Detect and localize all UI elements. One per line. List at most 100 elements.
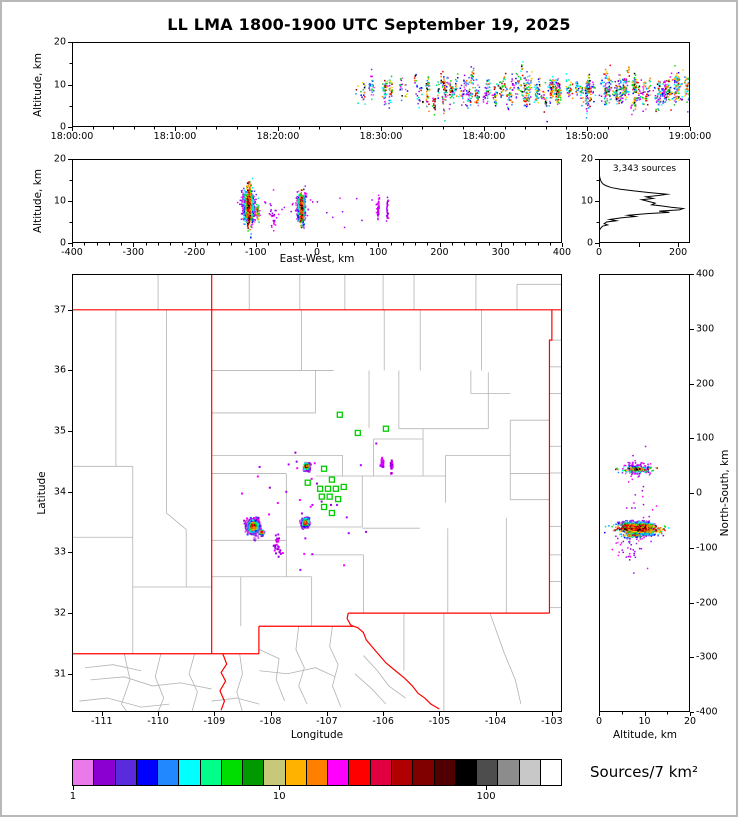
colorbar-segment — [178, 760, 200, 785]
y-tick-label: 20 — [580, 153, 593, 165]
y-tick-label: -400 — [696, 706, 718, 718]
colorbar-tick-label: 1 — [69, 791, 77, 802]
x-tick-label: 200 — [669, 247, 688, 258]
colorbar-segment — [263, 760, 285, 785]
x-tick-label: -300 — [122, 247, 145, 258]
y-tick-label: 0 — [586, 237, 593, 249]
x-tick-label: 18:20:00 — [256, 131, 300, 142]
y-tick-label: 200 — [696, 377, 715, 389]
x-tick-label: 0 — [595, 247, 603, 258]
colorbar-tick-mark — [486, 786, 488, 790]
y-tick-label: 0 — [59, 237, 66, 249]
x-tick-label: 18:50:00 — [565, 131, 609, 142]
x-tick-label: -105 — [428, 716, 451, 727]
colorbar-segment — [305, 760, 328, 785]
panel-ns-canvas — [587, 262, 702, 724]
x-tick-label: 10 — [638, 716, 651, 727]
y-tick-label: 400 — [696, 268, 715, 280]
y-tick-label: 300 — [696, 323, 715, 334]
colorbar-segment — [348, 760, 370, 785]
x-tick-label: 20 — [683, 716, 697, 727]
y-tick-label: 35 — [53, 425, 66, 437]
colorbar-segment — [369, 760, 391, 785]
colorbar-segment — [518, 760, 540, 785]
colorbar-segment — [157, 760, 179, 785]
y-tick-label: -100 — [696, 542, 718, 553]
x-tick-label: 400 — [552, 247, 572, 258]
colorbar-tick-mark — [72, 786, 74, 790]
colorbar-segment — [497, 760, 519, 785]
x-tick-label: -108 — [259, 716, 282, 727]
y-tick-label: 32 — [53, 607, 66, 619]
x-tick-label: 0 — [595, 716, 603, 727]
y-tick-label: 37 — [53, 304, 66, 316]
colorbar-segment — [539, 760, 562, 785]
colorbar-label: Sources/7 km² — [590, 763, 699, 781]
y-tick-label: 36 — [53, 364, 66, 376]
x-tick-label: -400 — [61, 247, 83, 258]
y-tick-label: 100 — [696, 432, 715, 444]
x-tick-label: 18:10:00 — [153, 131, 197, 142]
y-tick-label: 0 — [696, 487, 703, 499]
colorbar-segment — [327, 760, 349, 785]
colorbar-segment — [220, 760, 243, 785]
ew-panel-xlabel: East-West, km — [279, 253, 355, 265]
y-tick-label: 34 — [53, 486, 66, 498]
plan-view-map-panel: -111 -110 -109 -108 -107 -106 -105 -104 -103 31 32… — [54, 262, 574, 726]
x-tick-label: -103 — [541, 716, 563, 727]
colorbar-segment — [390, 760, 413, 785]
eastwest-altitude-panel: -400 -300 -200 -100 0 100 200 300 400 0 10 20 — [54, 147, 574, 257]
colorbar-segment — [412, 760, 434, 785]
total-sources-annotation: 3,343 sources — [612, 164, 677, 174]
y-tick-label: 10 — [53, 195, 66, 207]
y-tick-label: 10 — [580, 195, 593, 207]
x-tick-label: 200 — [430, 247, 449, 258]
y-tick-label: -300 — [696, 651, 718, 663]
figure-title: LL LMA 1800-1900 UTC September 19, 2025 — [167, 15, 571, 34]
panel-ew-canvas — [60, 147, 574, 255]
x-tick-label: 18:30:00 — [359, 131, 403, 142]
colorbar-segment — [476, 760, 498, 785]
colorbar-segment — [454, 760, 477, 785]
panel-hist-canvas — [587, 147, 702, 255]
x-tick-label: 300 — [491, 247, 510, 258]
colorbar-segment — [242, 760, 264, 785]
x-tick-label: 18:40:00 — [462, 131, 506, 142]
x-tick-label: 18:00:00 — [50, 131, 94, 142]
y-tick-label: 31 — [53, 668, 66, 680]
x-tick-label: -100 — [244, 247, 267, 258]
colorbar-segment — [135, 760, 158, 785]
ns-panel-ylabel: North-South, km — [718, 449, 731, 537]
x-tick-label: 0 — [313, 247, 321, 258]
colorbar-tick-mark — [279, 786, 281, 790]
map-panel-ylabel: Latitude — [35, 471, 48, 515]
x-tick-label: -104 — [484, 716, 507, 727]
colorbar-tick-label: 100 — [476, 791, 496, 802]
colorbar-segment — [284, 760, 306, 785]
x-tick-label: -110 — [147, 716, 169, 727]
y-tick-label: 10 — [53, 78, 66, 90]
x-tick-label: 19:00:00 — [668, 131, 712, 142]
northsouth-altitude-panel: 0 10 20 400 300 200 100 0 -100 -200 -300 -400 — [587, 262, 718, 726]
colorbar-ticks: 1 10 100 — [69, 786, 562, 804]
colorbar-segment — [73, 760, 94, 785]
time-altitude-panel: 18:00:00 18:10:00 18:20:00 18:30:00 18:40:00… — [51, 30, 711, 141]
colorbar-tick-label: 10 — [272, 791, 286, 802]
colorbar-segment — [199, 760, 221, 785]
x-tick-label: -111 — [91, 716, 113, 727]
colorbar-segment — [93, 760, 115, 785]
x-tick-label: -200 — [183, 247, 206, 258]
y-tick-label: 20 — [53, 153, 66, 165]
colorbar-segment — [114, 760, 136, 785]
panel-time-canvas — [60, 30, 702, 139]
colorbar-segment — [433, 760, 455, 785]
altitude-histogram-panel: 0 200 0 10 20 — [581, 147, 702, 257]
y-tick-label: -200 — [696, 596, 718, 608]
time-panel-ylabel: Altitude, km — [31, 52, 44, 118]
panel-map-canvas — [60, 262, 574, 724]
y-tick-label: 0 — [59, 121, 66, 133]
x-tick-label: -106 — [372, 716, 394, 727]
colorbar — [72, 759, 562, 786]
x-tick-label: -107 — [316, 716, 338, 727]
